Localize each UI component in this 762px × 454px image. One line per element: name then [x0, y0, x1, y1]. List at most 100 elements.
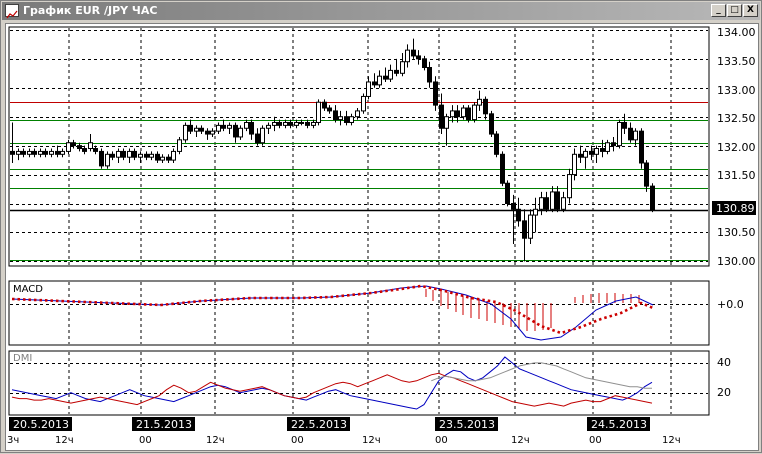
maximize-button[interactable]: □ — [727, 4, 742, 17]
candle-body[interactable] — [427, 67, 432, 83]
candle-body[interactable] — [171, 150, 176, 161]
candle-body[interactable] — [138, 153, 143, 158]
candle-body[interactable] — [650, 185, 655, 211]
candle-body[interactable] — [177, 139, 182, 152]
candle-body[interactable] — [400, 61, 405, 74]
candle-body[interactable] — [110, 153, 115, 158]
candle-body[interactable] — [116, 150, 121, 158]
candle-body[interactable] — [71, 142, 76, 147]
candle-body[interactable] — [205, 130, 210, 135]
candle-body[interactable] — [227, 124, 232, 129]
candle-body[interactable] — [361, 95, 366, 112]
candle-body[interactable] — [433, 81, 438, 106]
candle-body[interactable] — [283, 121, 288, 126]
candle-body[interactable] — [49, 150, 54, 155]
candle-body[interactable] — [639, 130, 644, 164]
candle-body[interactable] — [589, 150, 594, 155]
candle-body[interactable] — [461, 107, 466, 118]
candle-body[interactable] — [221, 124, 226, 129]
candle-body[interactable] — [166, 156, 171, 161]
candle-body[interactable] — [272, 121, 277, 126]
candle-body[interactable] — [216, 124, 221, 132]
candle-body[interactable] — [93, 148, 98, 152]
macd-panel[interactable] — [8, 280, 710, 346]
candle-body[interactable] — [21, 150, 26, 155]
candle-body[interactable] — [422, 58, 427, 69]
candle-body[interactable] — [277, 121, 282, 126]
candle-body[interactable] — [38, 150, 43, 155]
candle-body[interactable] — [617, 121, 622, 147]
minimize-button[interactable]: _ — [711, 4, 726, 17]
candle-body[interactable] — [522, 220, 527, 239]
candle-body[interactable] — [572, 153, 577, 176]
candle-body[interactable] — [132, 150, 137, 158]
candle-body[interactable] — [60, 150, 65, 155]
candle-body[interactable] — [394, 69, 399, 74]
candle-body[interactable] — [105, 153, 110, 167]
candle-body[interactable] — [121, 150, 126, 158]
candle-body[interactable] — [327, 107, 332, 112]
candle-body[interactable] — [450, 110, 455, 118]
candle-body[interactable] — [578, 153, 583, 158]
candle-body[interactable] — [238, 127, 243, 138]
candle-body[interactable] — [10, 150, 15, 155]
candle-body[interactable] — [355, 110, 360, 118]
candle-body[interactable] — [43, 150, 48, 155]
candle-body[interactable] — [550, 191, 555, 210]
candle-body[interactable] — [511, 203, 516, 210]
candle-body[interactable] — [372, 81, 377, 86]
candle-body[interactable] — [444, 116, 449, 129]
candle-body[interactable] — [55, 150, 60, 155]
candle-body[interactable] — [255, 133, 260, 144]
candle-body[interactable] — [377, 75, 382, 86]
candle-body[interactable] — [188, 124, 193, 132]
candle-body[interactable] — [199, 127, 204, 132]
candle-body[interactable] — [322, 101, 327, 109]
candle-body[interactable] — [299, 121, 304, 124]
candle-body[interactable] — [88, 142, 93, 150]
candle-body[interactable] — [544, 197, 549, 210]
price-candles[interactable] — [10, 38, 655, 262]
candle-body[interactable] — [144, 153, 149, 158]
candle-body[interactable] — [611, 142, 616, 147]
candle-body[interactable] — [333, 110, 338, 121]
candle-body[interactable] — [260, 127, 265, 144]
candle-body[interactable] — [160, 156, 165, 161]
candle-body[interactable] — [366, 81, 371, 97]
candle-body[interactable] — [605, 142, 610, 152]
candle-body[interactable] — [294, 121, 299, 126]
candle-body[interactable] — [27, 150, 32, 155]
candle-body[interactable] — [472, 104, 477, 121]
candle-body[interactable] — [555, 191, 560, 210]
candle-body[interactable] — [194, 127, 199, 132]
candle-body[interactable] — [383, 75, 388, 80]
candle-body[interactable] — [183, 124, 188, 141]
candle-body[interactable] — [561, 197, 566, 210]
close-button[interactable]: X — [743, 4, 758, 17]
candle-body[interactable] — [505, 182, 510, 205]
candle-body[interactable] — [489, 113, 494, 135]
candle-body[interactable] — [628, 127, 633, 141]
candle-body[interactable] — [633, 130, 638, 141]
candle-body[interactable] — [349, 116, 354, 123]
candle-body[interactable] — [338, 116, 343, 121]
candle-body[interactable] — [82, 148, 87, 152]
candle-body[interactable] — [266, 124, 271, 129]
candle-body[interactable] — [388, 69, 393, 80]
candle-body[interactable] — [149, 153, 154, 158]
candle-body[interactable] — [411, 49, 416, 57]
title-bar[interactable]: График EUR /JPY ЧАС _ □ X — [2, 2, 760, 20]
candle-body[interactable] — [288, 121, 293, 126]
candle-body[interactable] — [516, 208, 521, 222]
candle-body[interactable] — [210, 130, 215, 135]
candle-body[interactable] — [583, 150, 588, 158]
candle-body[interactable] — [600, 148, 605, 152]
candle-body[interactable] — [244, 121, 249, 129]
candle-body[interactable] — [500, 153, 505, 184]
candle-body[interactable] — [644, 162, 649, 187]
candle-body[interactable] — [155, 153, 160, 161]
dmi-panel[interactable] — [8, 350, 710, 416]
candle-body[interactable] — [439, 104, 444, 129]
candle-body[interactable] — [466, 107, 471, 121]
